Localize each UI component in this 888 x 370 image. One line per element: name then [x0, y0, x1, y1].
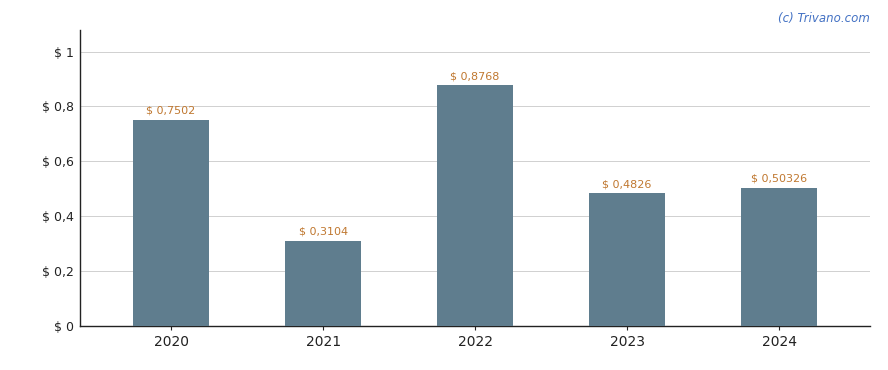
Bar: [133, 120, 209, 326]
Bar: [437, 85, 513, 326]
Text: $ 0,50326: $ 0,50326: [751, 174, 807, 184]
Text: $ 0,8768: $ 0,8768: [450, 71, 500, 81]
Text: $ 0,4826: $ 0,4826: [602, 179, 652, 189]
Bar: [741, 188, 817, 326]
Text: $ 0,3104: $ 0,3104: [298, 226, 348, 236]
Text: $ 0,7502: $ 0,7502: [147, 106, 195, 116]
Text: (c) Trivano.com: (c) Trivano.com: [779, 12, 870, 25]
Bar: [285, 240, 361, 326]
Bar: [589, 194, 665, 326]
